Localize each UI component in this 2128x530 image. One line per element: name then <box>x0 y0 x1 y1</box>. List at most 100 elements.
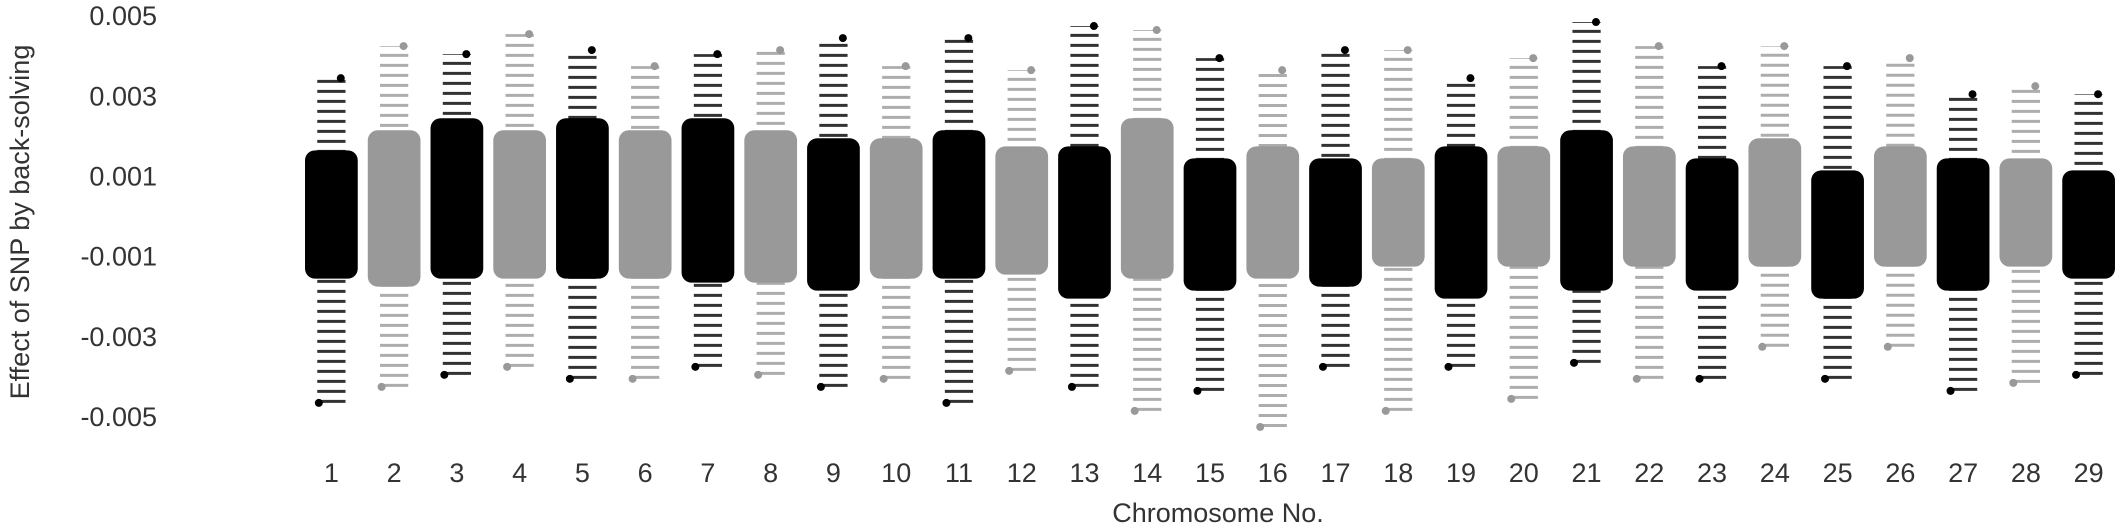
snp-point <box>1591 18 1600 27</box>
snp-core <box>305 150 358 279</box>
x-tick-label: 6 <box>638 458 653 488</box>
snp-point <box>1193 386 1202 395</box>
snp-point <box>2031 82 2040 91</box>
x-tick-label: 22 <box>1634 458 1664 488</box>
x-tick-label: 28 <box>2011 458 2041 488</box>
snp-point <box>314 398 323 407</box>
snp-point <box>1843 62 1851 71</box>
snp-core <box>1246 146 1300 279</box>
snp-point <box>650 62 659 71</box>
snp-core <box>995 146 1049 275</box>
x-tick-label: 15 <box>1195 458 1225 488</box>
snp-point <box>1883 342 1892 351</box>
x-tick-label: 2 <box>387 458 402 488</box>
snp-point <box>1444 362 1453 371</box>
snp-point <box>1089 22 1098 31</box>
snp-core <box>1685 158 1739 291</box>
snp-point <box>1905 54 1914 63</box>
snp-core <box>1058 146 1111 299</box>
snp-point <box>1340 46 1349 55</box>
x-tick-label: 7 <box>700 458 715 488</box>
snp-core <box>681 118 735 283</box>
snp-point <box>503 362 512 371</box>
x-tick-label: 27 <box>1948 458 1978 488</box>
snp-point <box>2072 370 2081 379</box>
x-tick-label: 17 <box>1320 458 1350 488</box>
snp-point <box>901 62 910 71</box>
snp-point <box>1821 374 1830 383</box>
snp-core <box>367 130 421 287</box>
y-axis-title: Effect of SNP by back-solving <box>5 45 35 400</box>
x-tick-label: 18 <box>1383 458 1413 488</box>
snp-point <box>964 34 973 43</box>
snp-point <box>1067 382 1076 391</box>
snp-core <box>556 118 609 279</box>
x-tick-label: 11 <box>945 458 973 488</box>
snp-core <box>1873 146 1927 267</box>
x-tick-label: 16 <box>1258 458 1288 488</box>
snp-core <box>1560 130 1613 291</box>
snp-point <box>1968 90 1977 99</box>
snp-core <box>807 138 860 291</box>
y-tick-label: 0.005 <box>89 1 157 31</box>
x-tick-label: 21 <box>1572 458 1602 488</box>
snp-point <box>1005 366 1014 375</box>
snp-point <box>462 50 471 59</box>
snp-core <box>493 130 547 279</box>
y-tick-label: 0.003 <box>89 81 157 111</box>
snp-point <box>628 374 637 383</box>
y-tick-label: 0.001 <box>89 162 157 192</box>
snp-point <box>1507 394 1516 403</box>
x-tick-label: 29 <box>2074 458 2104 488</box>
snp-point <box>587 46 596 55</box>
snp-point <box>691 362 700 371</box>
snp-point <box>1256 422 1265 431</box>
snp-core <box>1309 158 1362 287</box>
snp-core <box>1748 138 1802 267</box>
snp-core <box>1999 158 2053 267</box>
x-tick-label: 9 <box>826 458 841 488</box>
x-tick-label: 3 <box>449 458 464 488</box>
x-tick-label: 24 <box>1760 458 1790 488</box>
y-tick-label: -0.005 <box>80 402 157 432</box>
snp-core <box>1120 118 1174 279</box>
snp-point <box>879 374 888 383</box>
snp-point <box>2009 378 2018 387</box>
x-tick-label: 5 <box>575 458 590 488</box>
snp-core <box>869 138 923 279</box>
snp-point <box>776 46 785 55</box>
snp-point <box>565 374 574 383</box>
snp-core <box>430 118 484 279</box>
snp-point <box>336 74 345 83</box>
snp-point <box>1695 374 1704 383</box>
x-tick-label: 8 <box>763 458 778 488</box>
snp-point <box>1466 74 1475 83</box>
snp-point <box>1318 362 1327 371</box>
snp-point <box>754 370 763 379</box>
y-tick-label: -0.001 <box>80 242 157 272</box>
snp-core <box>932 130 986 279</box>
x-tick-label: 10 <box>881 458 911 488</box>
x-tick-label: 20 <box>1509 458 1539 488</box>
x-tick-label: 4 <box>512 458 527 488</box>
snp-core <box>1936 158 1990 291</box>
snp-point <box>1403 46 1412 55</box>
snp-point <box>1130 406 1139 415</box>
snp-core <box>1183 158 1237 291</box>
snp-point <box>377 382 386 391</box>
snp-point <box>399 42 408 51</box>
snp-point <box>440 370 449 379</box>
snp-core <box>1371 158 1425 267</box>
x-axis-title: Chromosome No. <box>1112 498 1324 528</box>
snp-core <box>1434 146 1488 299</box>
snp-point <box>713 50 722 59</box>
snp-point <box>1654 42 1663 51</box>
x-tick-label: 13 <box>1069 458 1099 488</box>
snp-point <box>1215 54 1224 63</box>
snp-point <box>525 30 534 39</box>
snp-point <box>838 34 847 43</box>
snp-point <box>1780 42 1789 51</box>
snp-core <box>1497 146 1551 267</box>
snp-point <box>1278 66 1287 75</box>
